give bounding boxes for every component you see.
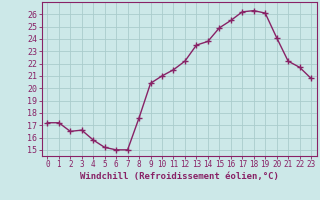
X-axis label: Windchill (Refroidissement éolien,°C): Windchill (Refroidissement éolien,°C) xyxy=(80,172,279,181)
